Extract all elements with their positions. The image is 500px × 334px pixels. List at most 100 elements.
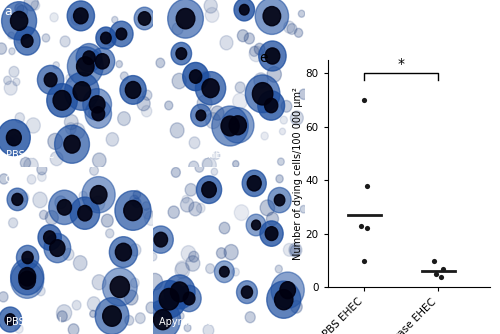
Circle shape	[220, 267, 229, 277]
Circle shape	[66, 74, 73, 82]
Circle shape	[26, 118, 40, 133]
Circle shape	[92, 196, 105, 211]
Circle shape	[267, 66, 281, 82]
Circle shape	[44, 73, 57, 87]
Circle shape	[102, 268, 137, 306]
Point	[430, 258, 438, 263]
Circle shape	[160, 295, 172, 308]
Circle shape	[250, 46, 259, 56]
Circle shape	[90, 48, 114, 75]
Circle shape	[176, 261, 189, 276]
Circle shape	[254, 73, 268, 89]
Circle shape	[176, 277, 191, 293]
Circle shape	[290, 245, 300, 256]
Text: Apyrase EHEC: Apyrase EHEC	[158, 150, 228, 160]
Circle shape	[244, 33, 254, 44]
Circle shape	[90, 96, 105, 113]
Circle shape	[142, 90, 152, 100]
Circle shape	[242, 170, 266, 196]
Circle shape	[36, 286, 45, 296]
Circle shape	[78, 205, 92, 221]
Circle shape	[154, 310, 172, 330]
Circle shape	[229, 116, 246, 135]
Circle shape	[175, 262, 190, 279]
Circle shape	[242, 286, 252, 298]
Circle shape	[6, 130, 22, 146]
Text: PBS control: PBS control	[6, 317, 62, 327]
Circle shape	[265, 227, 278, 240]
Circle shape	[202, 158, 216, 173]
Circle shape	[79, 191, 88, 200]
Circle shape	[211, 168, 218, 175]
Circle shape	[40, 210, 48, 219]
Text: d: d	[157, 172, 165, 185]
Circle shape	[299, 89, 308, 100]
Circle shape	[142, 202, 150, 210]
Circle shape	[298, 10, 305, 17]
Circle shape	[70, 123, 85, 139]
Circle shape	[154, 232, 168, 247]
Circle shape	[263, 7, 280, 26]
Circle shape	[115, 191, 151, 230]
Y-axis label: Number of dying cells/100 000 μm²: Number of dying cells/100 000 μm²	[292, 87, 302, 260]
Circle shape	[20, 192, 29, 202]
Circle shape	[278, 158, 284, 165]
Circle shape	[33, 192, 47, 208]
Circle shape	[118, 112, 130, 126]
Circle shape	[177, 285, 201, 312]
Text: e: e	[259, 51, 268, 65]
Circle shape	[168, 0, 203, 38]
Circle shape	[236, 281, 258, 304]
Circle shape	[150, 253, 157, 261]
Circle shape	[245, 312, 255, 323]
Circle shape	[31, 1, 40, 10]
Circle shape	[152, 281, 186, 318]
Circle shape	[48, 190, 80, 224]
Circle shape	[54, 125, 90, 163]
Circle shape	[53, 91, 71, 110]
Circle shape	[46, 210, 59, 225]
Circle shape	[195, 163, 204, 172]
Circle shape	[168, 206, 179, 218]
Circle shape	[224, 244, 238, 260]
Circle shape	[146, 302, 156, 313]
Circle shape	[96, 54, 110, 69]
Circle shape	[16, 35, 24, 44]
Circle shape	[19, 271, 36, 289]
Circle shape	[37, 164, 47, 175]
Circle shape	[9, 66, 19, 77]
Circle shape	[100, 32, 111, 44]
Circle shape	[49, 237, 59, 248]
Circle shape	[235, 82, 245, 93]
Circle shape	[82, 177, 115, 213]
Circle shape	[15, 324, 23, 333]
Circle shape	[133, 190, 140, 199]
Circle shape	[202, 79, 219, 98]
Circle shape	[137, 97, 150, 111]
Circle shape	[110, 276, 130, 298]
Circle shape	[230, 118, 236, 125]
Circle shape	[145, 300, 180, 334]
Circle shape	[203, 324, 214, 334]
Circle shape	[8, 218, 18, 228]
Circle shape	[90, 310, 96, 317]
Circle shape	[160, 298, 166, 305]
Circle shape	[289, 243, 302, 257]
Circle shape	[284, 243, 295, 256]
Circle shape	[181, 245, 196, 262]
Circle shape	[255, 0, 288, 34]
Circle shape	[220, 36, 233, 50]
Circle shape	[64, 135, 80, 153]
Text: PBS EHEC: PBS EHEC	[6, 150, 54, 160]
Circle shape	[72, 300, 81, 310]
Circle shape	[90, 186, 107, 204]
Circle shape	[8, 32, 14, 39]
Circle shape	[130, 244, 141, 256]
Circle shape	[116, 60, 122, 67]
Circle shape	[134, 7, 155, 30]
Circle shape	[5, 314, 15, 325]
Circle shape	[247, 176, 261, 191]
Circle shape	[102, 214, 113, 227]
Circle shape	[213, 152, 220, 159]
Text: Apyrase control: Apyrase control	[158, 317, 235, 327]
